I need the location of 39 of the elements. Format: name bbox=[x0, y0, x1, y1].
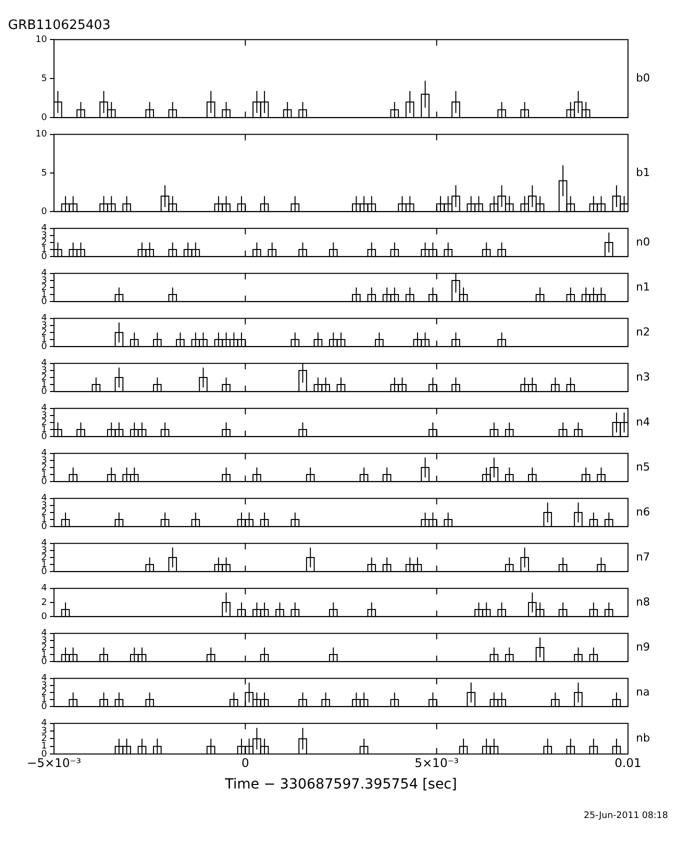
y2-axis-title: n2 bbox=[636, 325, 650, 338]
y-tick-label: 0 bbox=[41, 522, 48, 532]
y2-axis-title: n6 bbox=[636, 505, 650, 518]
y-tick-label: 5 bbox=[41, 168, 47, 178]
y-tick-label: 0 bbox=[41, 566, 48, 577]
y-tick-label: 0 bbox=[41, 296, 48, 307]
y2-axis-title: b1 bbox=[636, 166, 650, 179]
y-tick-label: 4 bbox=[41, 584, 48, 594]
x-tick-label: 0.01 bbox=[614, 756, 642, 770]
y2-axis-title: b0 bbox=[636, 71, 650, 84]
y-tick-label: 0 bbox=[41, 206, 48, 217]
y-tick-label: 0 bbox=[41, 252, 48, 262]
y2-axis-title: n7 bbox=[636, 550, 650, 564]
y2-axis-title: na bbox=[636, 685, 650, 698]
x-tick-label: 5×10⁻³ bbox=[414, 756, 459, 770]
y-tick-label: 10 bbox=[36, 34, 48, 45]
y2-axis-title: n5 bbox=[636, 460, 650, 474]
y-tick-label: 0 bbox=[41, 612, 48, 622]
y-tick-label: 0 bbox=[41, 342, 48, 352]
y-tick-label: 2 bbox=[41, 598, 47, 608]
y-tick-label: 0 bbox=[41, 432, 48, 442]
y-tick-label: 0 bbox=[41, 386, 48, 397]
text: 25-Jun-2011 08:18 bbox=[584, 810, 668, 821]
y2-axis-title: n0 bbox=[636, 235, 650, 248]
y2-axis-title: n8 bbox=[636, 595, 650, 608]
x-axis-title: Time − 330687597.395754 [sec] bbox=[224, 776, 457, 793]
y-tick-label: 0 bbox=[41, 702, 48, 712]
y2-axis-title: n1 bbox=[636, 280, 650, 294]
y-tick-label: 5 bbox=[41, 74, 47, 84]
x-tick-label: 0 bbox=[242, 756, 250, 770]
chart-title: GRB110625403 bbox=[8, 18, 110, 34]
y-tick-label: 0 bbox=[41, 112, 48, 123]
y2-axis-title: n3 bbox=[636, 370, 650, 384]
y-tick-label: 0 bbox=[41, 656, 48, 667]
y-tick-label: 10 bbox=[36, 130, 48, 140]
y-tick-label: 0 bbox=[41, 476, 48, 487]
y2-axis-title: nb bbox=[636, 732, 650, 745]
y2-axis-title: n4 bbox=[636, 415, 650, 428]
y2-axis-title: n9 bbox=[636, 640, 650, 654]
